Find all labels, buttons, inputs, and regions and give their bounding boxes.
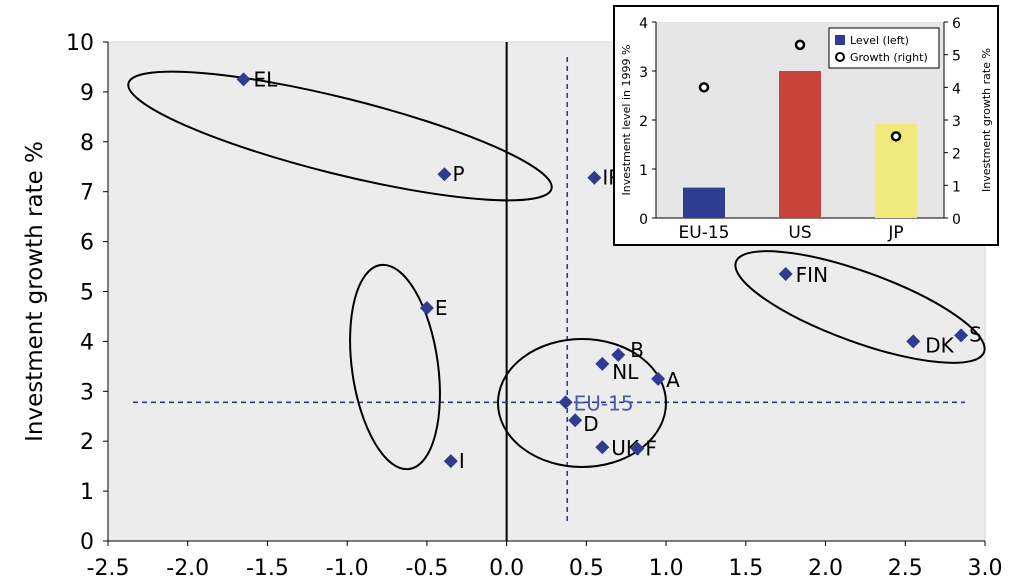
y-tick-label: 4 — [80, 330, 94, 355]
inset-left-tick-label: 3 — [639, 65, 648, 81]
y-tick-label: 0 — [80, 530, 94, 555]
inset-bar-eu-15 — [683, 187, 725, 218]
inset-right-axis-title: Investment growth rate % — [980, 48, 993, 192]
inset-right-tick-label: 6 — [952, 16, 961, 32]
x-tick-label: 0.5 — [569, 556, 604, 578]
inset-left-tick-label: 4 — [639, 16, 648, 32]
data-label-s: S — [969, 322, 982, 346]
y-tick-label: 5 — [80, 281, 94, 306]
inset-bar-us — [779, 71, 821, 218]
cluster-ellipse-el-p-irl — [127, 70, 553, 202]
inset-left-tick-label: 2 — [639, 114, 648, 130]
data-label-nl: NL — [612, 360, 639, 384]
x-tick-label: 1.0 — [649, 556, 684, 578]
y-axis-title: Investment growth rate % — [22, 141, 48, 442]
x-tick-label: -1.5 — [246, 556, 289, 578]
data-point-irl — [587, 170, 602, 185]
inset-right-tick-label: 5 — [952, 49, 961, 65]
y-tick-label: 10 — [66, 31, 94, 56]
y-tick-label: 2 — [80, 430, 94, 455]
y-tick-label: 3 — [80, 380, 94, 405]
inset-growth-marker-jp — [890, 131, 902, 142]
data-point-nl — [595, 356, 610, 371]
y-tick-label: 6 — [80, 231, 94, 256]
x-tick-label: -2.5 — [87, 556, 130, 578]
cluster-ellipse-core — [497, 338, 667, 468]
data-label-fin: FIN — [796, 263, 828, 287]
x-tick-label: 2.5 — [888, 556, 923, 578]
data-label-p: P — [452, 162, 464, 186]
inset-right-tick-label: 1 — [952, 179, 961, 195]
legend-label-growth: Growth (right) — [850, 51, 928, 64]
cluster-ellipse-e-i — [349, 263, 441, 471]
y-tick-label: 7 — [80, 181, 94, 206]
data-point-d — [568, 413, 583, 428]
inset-left-axis-title: Investment level in 1999 % — [620, 45, 633, 196]
data-point-dk — [906, 334, 921, 349]
data-label-a: A — [666, 368, 680, 392]
data-point-b — [611, 347, 626, 362]
y-tick-label: 9 — [80, 81, 94, 106]
y-tick-label: 8 — [80, 131, 94, 156]
data-label-i: I — [459, 449, 465, 473]
x-tick-label: 0.0 — [489, 556, 524, 578]
inset-right-tick-label: 0 — [952, 212, 961, 228]
inset-category-label: US — [788, 223, 811, 243]
legend-swatch-growth — [835, 52, 845, 62]
inset-right-tick-label: 4 — [952, 81, 961, 97]
data-point-a — [651, 371, 666, 386]
data-point-f — [630, 441, 645, 456]
data-label-f: F — [645, 437, 657, 461]
legend-swatch-level — [835, 35, 845, 45]
data-label-b: B — [630, 338, 644, 362]
data-label-dk: DK — [925, 333, 954, 357]
data-point-fin — [778, 267, 793, 282]
y-tick-label: 1 — [80, 480, 94, 505]
data-point-el — [236, 72, 251, 87]
x-tick-label: -0.5 — [405, 556, 448, 578]
x-tick-label: 2.0 — [808, 556, 843, 578]
data-point-p — [437, 167, 452, 182]
x-tick-label: -2.0 — [166, 556, 209, 578]
inset-growth-marker-eu-15 — [698, 82, 710, 93]
inset-right-tick-label: 2 — [952, 147, 961, 163]
x-tick-label: 1.5 — [728, 556, 763, 578]
data-label-eu-15: EU-15 — [574, 391, 634, 415]
data-label-d: D — [583, 412, 598, 436]
data-label-el: EL — [254, 67, 279, 91]
data-point-i — [443, 454, 458, 469]
cluster-ellipse-nordic — [734, 250, 986, 364]
inset-legend — [828, 27, 940, 69]
inset-category-label: EU-15 — [679, 223, 730, 243]
data-point-uk — [595, 440, 610, 455]
inset-left-tick-label: 0 — [639, 212, 648, 228]
data-point-eu-15 — [558, 395, 573, 410]
inset-growth-marker-us — [794, 39, 806, 51]
x-tick-label: -1.0 — [326, 556, 369, 578]
inset-category-label: JP — [887, 223, 903, 243]
inset-left-tick-label: 1 — [639, 163, 648, 179]
x-tick-label: 3.0 — [968, 556, 1003, 578]
data-label-e: E — [435, 296, 448, 320]
legend-label-level: Level (left) — [850, 34, 909, 47]
inset-right-tick-label: 3 — [952, 114, 961, 130]
data-point-s — [954, 328, 969, 343]
data-point-e — [419, 300, 434, 315]
